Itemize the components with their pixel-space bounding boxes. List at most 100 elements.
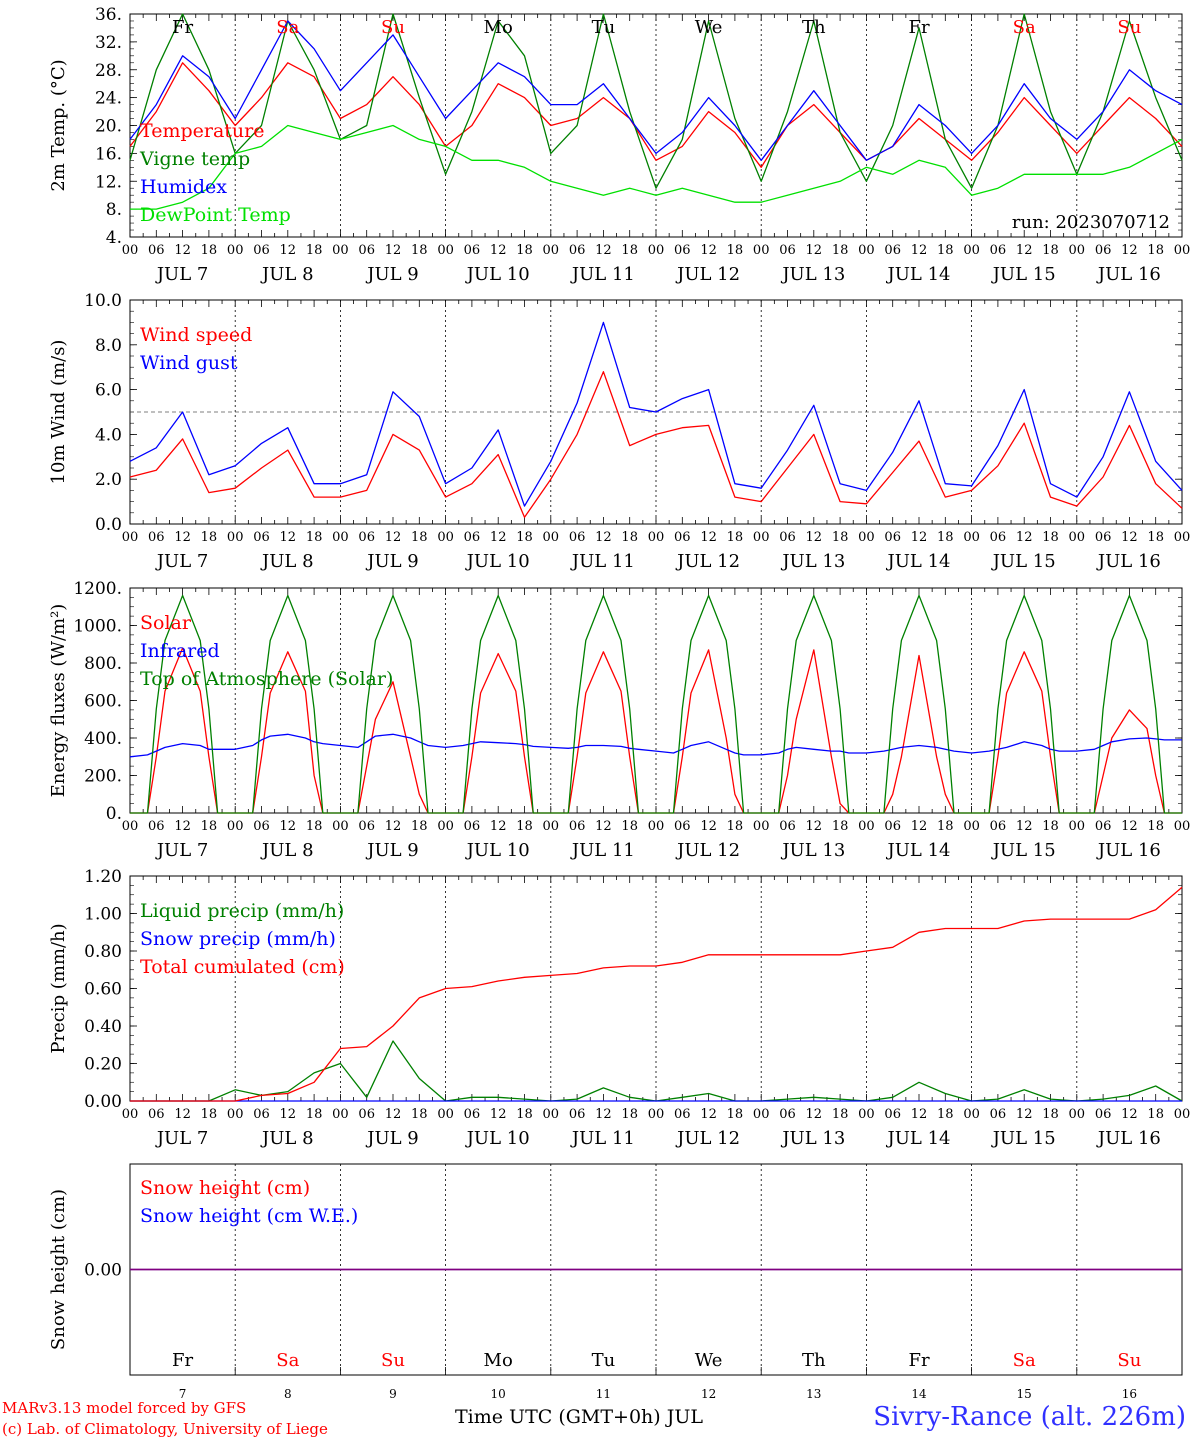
- day-number-label: 15: [1017, 1387, 1032, 1401]
- date-label: JUL 9: [365, 264, 419, 285]
- series-line-humidex: [129, 20, 1183, 161]
- hour-label: 18: [937, 530, 954, 545]
- legend-entry: Total cumulated (cm): [140, 956, 345, 978]
- weekday-label: Th: [802, 17, 826, 38]
- legend-entry: Wind speed: [140, 324, 252, 346]
- hour-label: 00: [1174, 819, 1191, 834]
- hour-label: 06: [674, 530, 691, 545]
- date-label: JUL 15: [991, 840, 1056, 861]
- series-line-wind-speed: [129, 371, 1183, 518]
- hour-label: 00: [648, 1107, 665, 1122]
- weekday-label: Sa: [276, 17, 299, 38]
- hour-label: 00: [858, 243, 875, 258]
- hour-label: 06: [253, 243, 270, 258]
- hour-label: 00: [1174, 1107, 1191, 1122]
- hour-label: 00: [648, 243, 665, 258]
- y-tick-label: 32.: [95, 33, 122, 53]
- date-label: JUL 15: [991, 551, 1056, 572]
- hour-label: 00: [543, 530, 560, 545]
- hour-label: 12: [1016, 819, 1033, 834]
- y-tick-label: 10.0: [84, 291, 122, 311]
- hour-label: 00: [753, 243, 770, 258]
- date-label: JUL 7: [155, 264, 209, 285]
- y-tick-label: 0.80: [84, 942, 122, 962]
- weekday-label: Fr: [172, 1350, 193, 1371]
- y-tick-label: 4.: [106, 228, 122, 248]
- hour-label: 06: [253, 530, 270, 545]
- hour-label: 00: [1069, 530, 1086, 545]
- hour-label: 06: [569, 1107, 586, 1122]
- date-label: JUL 16: [1096, 840, 1161, 861]
- y-axis-label: Snow height (cm): [48, 1189, 69, 1350]
- hour-label: 12: [1016, 243, 1033, 258]
- hour-label: 06: [464, 819, 481, 834]
- hour-label: 18: [306, 819, 323, 834]
- hour-label: 00: [122, 1107, 139, 1122]
- hour-label: 18: [832, 530, 849, 545]
- hour-label: 00: [332, 243, 349, 258]
- weekday-label: Mo: [484, 17, 513, 38]
- hour-label: 00: [858, 819, 875, 834]
- date-label: JUL 12: [675, 840, 740, 861]
- day-number-label: 12: [701, 1387, 716, 1401]
- date-label: JUL 12: [675, 264, 740, 285]
- y-tick-label: 2.0: [95, 470, 122, 490]
- date-label: JUL 16: [1096, 551, 1161, 572]
- hour-label: 12: [1016, 1107, 1033, 1122]
- hour-label: 06: [674, 819, 691, 834]
- weekday-label: Tu: [592, 17, 616, 38]
- hour-label: 06: [990, 819, 1007, 834]
- hour-label: 06: [990, 243, 1007, 258]
- legend-entry: Snow height (cm W.E.): [140, 1205, 358, 1227]
- legend-entry: Solar: [140, 612, 192, 634]
- hour-label: 18: [937, 819, 954, 834]
- hour-label: 00: [437, 1107, 454, 1122]
- hour-label: 00: [963, 530, 980, 545]
- day-number-label: 14: [911, 1387, 927, 1401]
- legend-entry: Liquid precip (mm/h): [140, 900, 344, 922]
- legend-entry: Snow precip (mm/h): [140, 928, 336, 950]
- date-label: JUL 7: [155, 840, 209, 861]
- weekday-label: Sa: [276, 1350, 299, 1371]
- hour-label: 18: [1147, 819, 1164, 834]
- hour-label: 06: [779, 243, 796, 258]
- hour-label: 18: [411, 243, 428, 258]
- hour-label: 12: [1121, 530, 1138, 545]
- hour-label: 06: [779, 819, 796, 834]
- y-axis-label: Precip (mm/h): [48, 923, 69, 1053]
- legend-entry: DewPoint Temp: [140, 204, 291, 226]
- date-label: JUL 8: [260, 840, 314, 861]
- y-tick-label: 0.0: [95, 515, 122, 535]
- hour-label: 06: [253, 819, 270, 834]
- day-number-label: 13: [806, 1387, 821, 1401]
- y-tick-label: 200.: [84, 767, 122, 787]
- hour-label: 18: [411, 1107, 428, 1122]
- y-axis-label: 2m Temp. (°C): [48, 59, 69, 191]
- date-label: JUL 11: [570, 840, 635, 861]
- hour-label: 12: [174, 1107, 191, 1122]
- hour-label: 18: [727, 530, 744, 545]
- hour-label: 12: [595, 819, 612, 834]
- hour-label: 00: [122, 819, 139, 834]
- hour-label: 00: [437, 819, 454, 834]
- hour-label: 06: [569, 243, 586, 258]
- y-tick-label: 6.0: [95, 381, 122, 401]
- date-label: JUL 13: [780, 1128, 845, 1149]
- hour-label: 00: [963, 243, 980, 258]
- day-number-label: 8: [284, 1387, 292, 1401]
- hour-label: 12: [1016, 530, 1033, 545]
- y-tick-label: 28.: [95, 61, 122, 81]
- legend-entry: Top of Atmosphere (Solar): [140, 668, 393, 690]
- hour-label: 00: [1174, 530, 1191, 545]
- y-axis-label: Energy fluxes (W/m²): [48, 604, 69, 798]
- date-label: JUL 16: [1096, 264, 1161, 285]
- hour-label: 18: [201, 530, 218, 545]
- hour-label: 12: [700, 530, 717, 545]
- hour-label: 18: [1042, 243, 1059, 258]
- y-tick-label: 1200.: [73, 579, 122, 599]
- day-number-label: 11: [596, 1387, 611, 1401]
- date-label: JUL 9: [365, 551, 419, 572]
- hour-label: 18: [306, 243, 323, 258]
- date-label: JUL 10: [465, 840, 530, 861]
- y-axis-label: 10m Wind (m/s): [48, 340, 69, 485]
